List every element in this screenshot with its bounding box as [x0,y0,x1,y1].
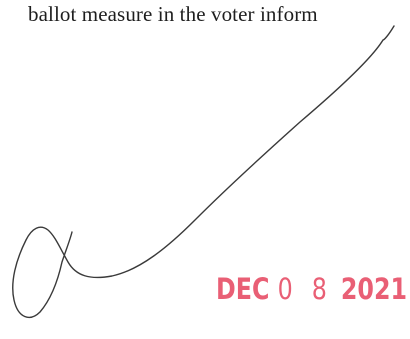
signature-stroke [12,25,395,319]
stamp-month: DEC [216,272,270,306]
stamp-year: 2021 [340,272,408,306]
document-text-line: ballot measure in the voter inform [28,2,318,26]
received-date-stamp: DEC 0 8 2021 [216,272,407,306]
stamp-day: 0 8 [277,272,333,306]
